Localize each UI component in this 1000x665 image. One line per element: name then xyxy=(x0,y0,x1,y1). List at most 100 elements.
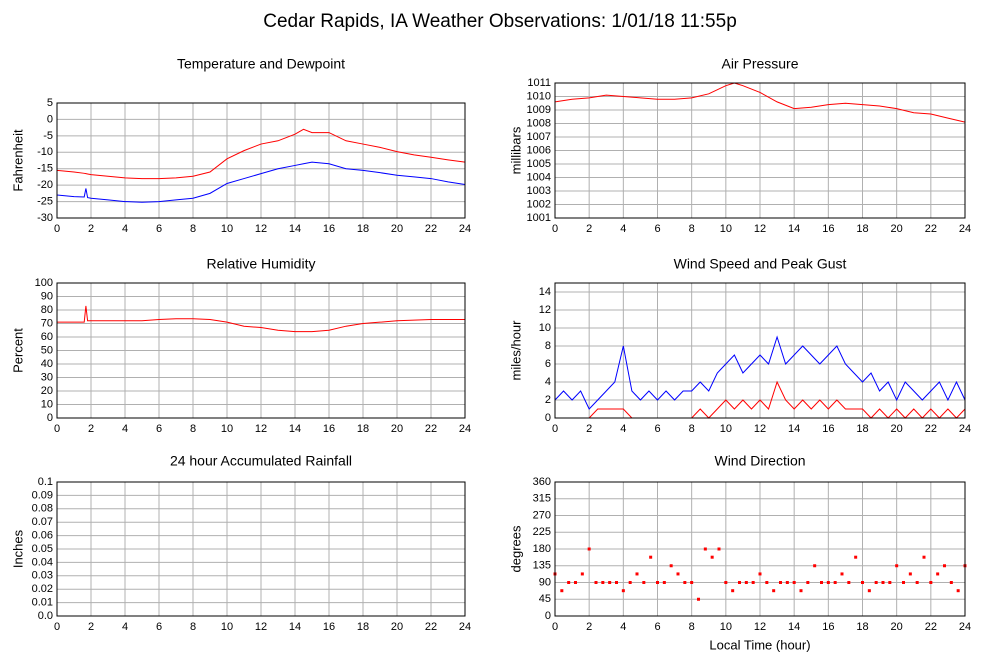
data-point xyxy=(806,581,810,584)
y-axis-label: Fahrenheit xyxy=(10,129,25,192)
x-tick-label: 0 xyxy=(54,423,60,435)
chart-panel: 24 hour Accumulated RainfallInches0.00.0… xyxy=(10,453,471,633)
y-tick-label: 315 xyxy=(533,493,551,505)
x-tick-label: 10 xyxy=(221,223,233,235)
y-tick-label: 10 xyxy=(539,322,551,334)
y-tick-label: -30 xyxy=(37,212,53,224)
data-point xyxy=(792,581,796,584)
y-tick-label: 8 xyxy=(545,340,551,352)
x-tick-label: 24 xyxy=(959,621,971,633)
y-tick-label: 30 xyxy=(41,371,53,383)
x-tick-label: 18 xyxy=(856,423,868,435)
data-point xyxy=(854,555,858,559)
y-tick-label: 6 xyxy=(545,358,551,370)
y-tick-label: 1002 xyxy=(527,198,551,210)
x-tick-label: 8 xyxy=(689,423,695,435)
y-tick-label: 5 xyxy=(47,97,53,109)
x-tick-label: 18 xyxy=(357,223,369,235)
x-tick-label: 4 xyxy=(620,223,626,235)
x-tick-label: 4 xyxy=(122,223,128,235)
x-tick-label: 6 xyxy=(654,423,660,435)
data-line xyxy=(56,161,466,203)
chart-panel: Air Pressuremillibars1001100210031004100… xyxy=(508,56,971,235)
y-tick-label: 0.1 xyxy=(38,476,53,488)
y-tick-label: 45 xyxy=(539,593,551,605)
y-tick-label: 0 xyxy=(545,610,551,622)
data-point xyxy=(703,547,707,551)
data-point xyxy=(628,581,632,584)
x-tick-label: 6 xyxy=(156,423,162,435)
data-point xyxy=(915,581,919,584)
y-tick-label: 0.07 xyxy=(32,516,53,528)
y-tick-label: 80 xyxy=(41,304,53,316)
x-tick-label: 18 xyxy=(357,621,369,633)
data-point xyxy=(826,581,830,584)
x-tick-label: 16 xyxy=(822,223,834,235)
y-axis-label: millibars xyxy=(508,126,523,174)
y-tick-label: 360 xyxy=(533,476,551,488)
data-point xyxy=(669,564,673,568)
x-tick-label: 22 xyxy=(425,621,437,633)
data-line xyxy=(554,335,966,410)
y-tick-label: 4 xyxy=(545,376,551,388)
x-tick-label: 8 xyxy=(689,223,695,235)
plot-border xyxy=(554,82,966,219)
data-point xyxy=(943,564,946,568)
x-tick-label: 18 xyxy=(856,621,868,633)
chart-title: Temperature and Dewpoint xyxy=(177,56,345,72)
x-tick-label: 0 xyxy=(54,621,60,633)
data-point xyxy=(717,547,721,551)
data-point xyxy=(601,581,605,584)
y-tick-label: 0.05 xyxy=(32,543,53,555)
data-point xyxy=(649,555,653,559)
x-tick-label: 10 xyxy=(221,621,233,633)
y-tick-label: 0.04 xyxy=(32,556,53,568)
x-tick-label: 16 xyxy=(822,423,834,435)
y-tick-label: 0 xyxy=(47,412,53,424)
plot-border xyxy=(554,481,966,617)
x-tick-label: 12 xyxy=(255,223,267,235)
x-tick-label: 12 xyxy=(754,621,766,633)
data-point xyxy=(738,581,741,584)
plot-border xyxy=(56,282,466,419)
page-title: Cedar Rapids, IA Weather Observations: 1… xyxy=(263,11,737,32)
data-point xyxy=(785,581,789,584)
data-point xyxy=(949,581,953,584)
x-tick-label: 12 xyxy=(255,423,267,435)
x-tick-label: 18 xyxy=(357,423,369,435)
data-point xyxy=(676,572,680,576)
y-tick-label: 270 xyxy=(533,509,551,521)
x-tick-label: 24 xyxy=(959,223,971,235)
y-tick-label: 1003 xyxy=(527,185,551,197)
data-point xyxy=(820,581,823,584)
x-tick-label: 2 xyxy=(88,621,94,633)
x-tick-label: 18 xyxy=(856,223,868,235)
x-tick-label: 20 xyxy=(891,223,903,235)
data-point xyxy=(560,589,564,593)
y-tick-label: 1001 xyxy=(527,212,551,224)
data-point xyxy=(580,572,584,576)
x-tick-label: 12 xyxy=(255,621,267,633)
data-point xyxy=(683,581,687,584)
data-line xyxy=(555,380,966,419)
chart-panel: Wind Speed and Peak Gustmiles/hour024681… xyxy=(508,256,971,435)
y-tick-label: 0.03 xyxy=(32,570,53,582)
data-point xyxy=(881,581,885,584)
data-line xyxy=(57,305,465,333)
data-point xyxy=(751,581,755,584)
y-tick-label: 1009 xyxy=(527,104,551,116)
x-tick-label: 10 xyxy=(720,621,732,633)
y-tick-label: 0 xyxy=(47,113,53,125)
x-tick-label: 4 xyxy=(122,423,128,435)
y-tick-label: -5 xyxy=(43,130,53,142)
y-axis-label: Percent xyxy=(10,328,25,373)
x-tick-label: 0 xyxy=(552,621,558,633)
x-tick-label: 4 xyxy=(122,621,128,633)
data-point xyxy=(567,581,571,584)
y-tick-label: 1008 xyxy=(527,117,551,129)
x-tick-label: 16 xyxy=(323,423,335,435)
y-tick-label: -25 xyxy=(37,195,53,207)
y-axis-label: miles/hour xyxy=(508,320,523,381)
x-tick-label: 6 xyxy=(654,223,660,235)
